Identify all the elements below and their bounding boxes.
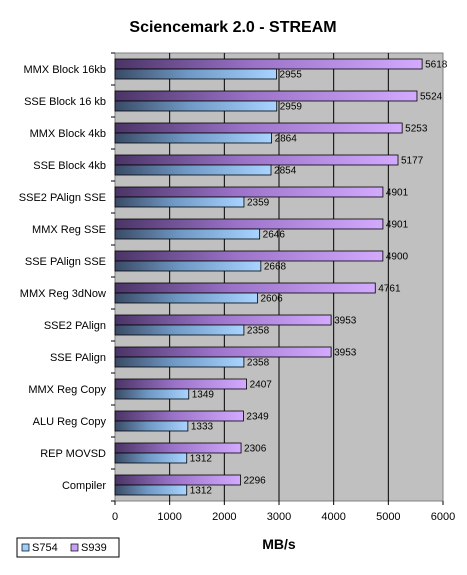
data-label-s754: 2854 <box>274 166 297 177</box>
category-label: ALU Reg Copy <box>33 416 107 428</box>
data-label-s939: 2407 <box>250 380 273 391</box>
legend-swatch-s939 <box>70 543 79 552</box>
data-label-s754: 2668 <box>264 262 287 273</box>
bars: 5618 2955 5524 2959 5253 2864 5177 2854 4901 2359… <box>114 58 448 497</box>
data-label-s754: 1312 <box>190 486 213 497</box>
data-label-s939: 5177 <box>401 156 424 167</box>
category-label: MMX Block 16kb <box>23 64 106 76</box>
x-tick-label: 5000 <box>376 511 400 523</box>
data-label-s754: 2359 <box>247 198 270 209</box>
category-label: SSE Block 4kb <box>33 160 106 172</box>
data-label-s939: 3953 <box>334 316 357 327</box>
x-tick-labels: 0 1000 2000 3000 4000 5000 6000 <box>112 501 455 523</box>
data-label-s754: 1333 <box>191 422 214 433</box>
bar-s939 <box>114 410 244 422</box>
bar-s754 <box>114 196 245 208</box>
bar-s754 <box>114 388 190 400</box>
data-label-s754: 2955 <box>280 70 303 81</box>
bar-s754 <box>114 420 189 432</box>
chart-title: Sciencemark 2.0 - STREAM <box>129 19 336 36</box>
category-label: MMX Block 4kb <box>30 128 106 140</box>
data-label-s754: 1349 <box>192 390 215 401</box>
data-label-s939: 4900 <box>386 252 409 263</box>
data-label-s939: 4901 <box>386 188 409 199</box>
data-label-s939: 4901 <box>386 220 409 231</box>
x-tick-label: 2000 <box>212 511 236 523</box>
legend-box <box>16 537 120 558</box>
data-label-s754: 2358 <box>247 326 270 337</box>
data-label-s939: 3953 <box>334 348 357 359</box>
data-label-s754: 2864 <box>275 134 298 145</box>
data-label-s939: 5253 <box>405 124 428 135</box>
data-label-s939: 5524 <box>420 92 443 103</box>
category-label: SSE2 PAlign SSE <box>19 192 106 204</box>
bar-s754 <box>114 100 278 112</box>
x-tick-label: 4000 <box>321 511 345 523</box>
bar-s939 <box>114 282 376 294</box>
data-label-s939: 4761 <box>378 284 401 295</box>
legend: S754 S939 <box>16 537 120 558</box>
category-label: Compiler <box>62 480 106 492</box>
bar-s754 <box>114 484 188 496</box>
bar-s754 <box>114 292 258 304</box>
category-label: SSE Block 16 kb <box>24 96 106 108</box>
data-label-s939: 2306 <box>244 444 267 455</box>
category-label: MMX Reg SSE <box>32 224 106 236</box>
data-label-s754: 2959 <box>280 102 303 113</box>
legend-label-s939: S939 <box>81 542 107 554</box>
data-label-s939: 5618 <box>425 60 448 71</box>
x-tick-label: 1000 <box>157 511 181 523</box>
x-tick-label: 0 <box>112 511 118 523</box>
bar-s754 <box>114 164 272 176</box>
bar-s939 <box>114 346 332 358</box>
x-tick-label: 3000 <box>267 511 291 523</box>
bar-s754 <box>114 452 188 464</box>
category-label: SSE PAlign <box>50 352 106 364</box>
category-label: SSE PAlign SSE <box>25 256 106 268</box>
bar-s939 <box>114 186 384 198</box>
data-label-s754: 2358 <box>247 358 270 369</box>
bar-s754 <box>114 228 261 240</box>
bar-s939 <box>114 314 332 326</box>
data-label-s754: 2646 <box>263 230 286 241</box>
category-label: MMX Reg 3dNow <box>20 288 106 300</box>
bar-s754 <box>114 132 272 144</box>
category-label: SSE2 PAlign <box>44 320 106 332</box>
category-labels: MMX Block 16kb SSE Block 16 kb MMX Block 4… <box>19 52 115 502</box>
bar-s939 <box>114 378 247 390</box>
bar-s754 <box>114 260 262 272</box>
bar-s939 <box>114 154 399 166</box>
data-label-s939: 2296 <box>244 476 267 487</box>
bar-s939 <box>114 442 242 454</box>
x-tick-label: 6000 <box>431 511 455 523</box>
bar-s939 <box>114 250 384 262</box>
bar-s939 <box>114 90 418 102</box>
legend-label-s754: S754 <box>32 542 58 554</box>
bar-s939 <box>114 58 423 70</box>
bar-s939 <box>114 218 384 230</box>
bar-s754 <box>114 324 245 336</box>
data-label-s754: 1312 <box>190 454 213 465</box>
x-axis-label: MB/s <box>262 536 296 552</box>
bar-s939 <box>114 474 241 486</box>
legend-swatch-s754 <box>21 543 30 552</box>
category-label: MMX Reg Copy <box>28 384 106 396</box>
bar-s754 <box>114 356 245 368</box>
category-label: REP MOVSD <box>40 448 106 460</box>
bar-s939 <box>114 122 403 134</box>
data-label-s754: 2606 <box>260 294 283 305</box>
data-label-s939: 2349 <box>246 412 269 423</box>
bar-s754 <box>114 68 277 80</box>
